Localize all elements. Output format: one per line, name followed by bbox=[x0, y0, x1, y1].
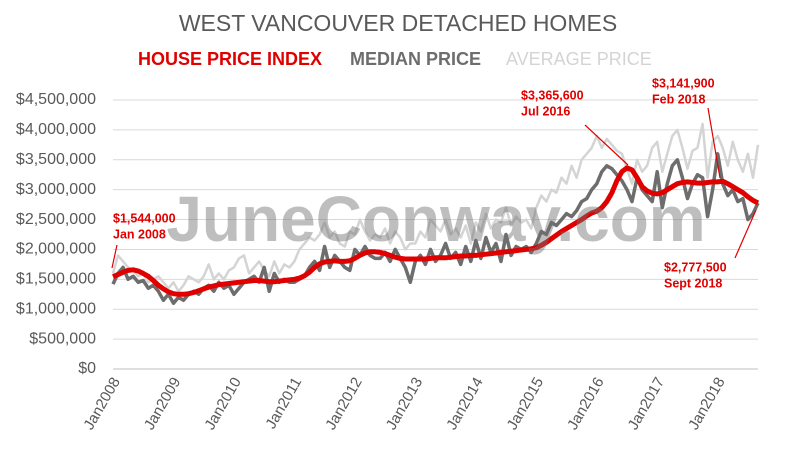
x-tick-label: Jan2016 bbox=[564, 374, 608, 432]
annotation-date: Sept 2018 bbox=[664, 276, 722, 290]
annotation-date: Feb 2018 bbox=[652, 92, 706, 106]
series-line bbox=[111, 122, 760, 293]
annotation-date: Jul 2016 bbox=[521, 104, 570, 118]
x-tick-label: Jan2015 bbox=[504, 374, 548, 432]
x-tick-label: Jan2009 bbox=[141, 374, 185, 432]
arrow bbox=[111, 244, 118, 269]
y-tick-label: $4,000,000 bbox=[16, 121, 96, 138]
x-tick-label: Jan2010 bbox=[201, 374, 245, 432]
annotation-date: Jan 2008 bbox=[113, 227, 166, 241]
series-line bbox=[112, 165, 760, 297]
legend-entry: MEDIAN PRICE bbox=[350, 49, 481, 69]
annotation-value: $3,365,600 bbox=[521, 88, 584, 102]
x-tick-label: Jan2018 bbox=[685, 374, 729, 432]
y-tick-label: $2,000,000 bbox=[16, 241, 96, 258]
legend-entry: HOUSE PRICE INDEX bbox=[138, 49, 322, 69]
chart-title: WEST VANCOUVER DETACHED HOMES bbox=[179, 10, 617, 36]
annotation-value: $1,544,000 bbox=[113, 211, 176, 225]
x-tick-label: Jan2017 bbox=[625, 374, 669, 432]
grid bbox=[113, 99, 758, 370]
y-tick-label: $4,500,000 bbox=[16, 91, 96, 108]
y-tick-label: $2,500,000 bbox=[16, 211, 96, 228]
x-tick-label: Jan2014 bbox=[443, 374, 487, 432]
y-tick-label: $0 bbox=[78, 360, 96, 377]
arrow bbox=[584, 124, 629, 166]
y-tick-label: $1,000,000 bbox=[16, 300, 96, 317]
y-tick-label: $3,500,000 bbox=[16, 151, 96, 168]
y-tick-label: $1,500,000 bbox=[16, 271, 96, 288]
arrow bbox=[734, 209, 757, 259]
watermark: JuneConway.com bbox=[166, 183, 705, 255]
x-tick-label: Jan2012 bbox=[322, 374, 366, 432]
annotation-value: $3,141,900 bbox=[652, 76, 715, 90]
y-tick-label: $3,000,000 bbox=[16, 181, 96, 198]
x-tick-label: Jan2013 bbox=[383, 374, 427, 432]
x-tick-label: Jan2011 bbox=[262, 374, 305, 431]
y-tick-label: $500,000 bbox=[29, 330, 96, 347]
lines bbox=[111, 122, 760, 305]
annotation-value: $2,777,500 bbox=[664, 260, 727, 274]
legend-entry: AVERAGE PRICE bbox=[506, 49, 652, 69]
x-tick-label: Jan2008 bbox=[80, 374, 124, 432]
arrow bbox=[707, 107, 721, 179]
annotations: $1,544,000 Jan 2008 $3,365,600 Jul 2016 $3,1… bbox=[111, 76, 757, 290]
